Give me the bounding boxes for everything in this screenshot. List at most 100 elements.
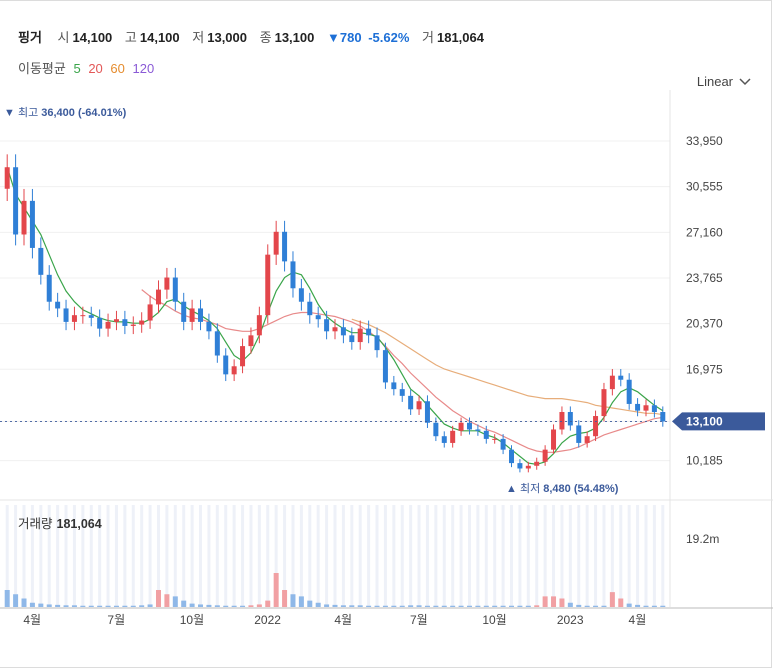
x-tick-label: 10월 xyxy=(482,613,506,627)
candle-body xyxy=(46,274,52,302)
min-annotation: ▲ 최저 8,480 (54.48%) xyxy=(506,482,619,495)
annotations: ▼ 최고 36,400 (-64.01%) ▲ 최저 8,480 (54.48%) xyxy=(4,106,619,495)
candle-body xyxy=(198,308,204,322)
y-tick-label: 16,975 xyxy=(686,362,723,376)
moving-average-label: 이동평균 xyxy=(18,61,66,76)
high-value: 14,100 xyxy=(139,30,180,45)
candle-body xyxy=(492,438,498,440)
volume-bar xyxy=(55,604,61,607)
candle-body xyxy=(38,247,44,275)
y-tick-label: 30,555 xyxy=(686,180,723,194)
candle-body xyxy=(147,304,153,321)
candle-body xyxy=(97,317,103,329)
volume-bar xyxy=(450,605,456,607)
candle-body xyxy=(374,335,380,351)
volume-bar xyxy=(534,605,540,607)
candle-body xyxy=(593,416,599,437)
volume-bar xyxy=(105,605,111,607)
ma-20[interactable]: 20 xyxy=(88,61,103,76)
candle-body xyxy=(240,346,246,367)
candle-body xyxy=(155,289,161,305)
volume-bar xyxy=(433,605,439,607)
candle-body xyxy=(635,403,641,411)
candle-body xyxy=(164,277,170,290)
volume-bar xyxy=(240,605,246,607)
scale-selector-label: Linear xyxy=(696,74,733,89)
volume-bar xyxy=(307,600,313,607)
ma60-path xyxy=(351,318,663,416)
y-tick-label: 27,160 xyxy=(686,225,723,239)
candle-body xyxy=(21,200,27,235)
volume-bar xyxy=(374,605,380,607)
candle-body xyxy=(391,382,397,390)
ma-60[interactable]: 60 xyxy=(110,61,125,76)
volume-bar xyxy=(155,590,161,607)
candle-body xyxy=(475,429,481,431)
open-label: 시 xyxy=(57,30,70,45)
high-label: 고 xyxy=(124,30,137,45)
scale-selector[interactable]: Linear xyxy=(697,74,751,89)
candle-body xyxy=(315,315,321,320)
candle-body xyxy=(626,379,632,404)
volume-bar xyxy=(517,605,523,607)
candle-body xyxy=(551,429,557,450)
volume-bar xyxy=(231,605,237,607)
volume-panel-label: 거래량 xyxy=(18,517,53,531)
ma-5[interactable]: 5 xyxy=(73,61,81,76)
y-tick-label: 10,185 xyxy=(686,454,723,468)
volume-bar xyxy=(492,605,498,607)
x-tick-label: 2023 xyxy=(557,613,584,627)
volume-bars: 19.2m xyxy=(4,532,719,607)
volume-bar xyxy=(223,605,229,607)
x-tick-label: 4월 xyxy=(23,613,41,627)
ma-120[interactable]: 120 xyxy=(132,61,155,76)
volume-bar xyxy=(660,605,666,607)
candle-body xyxy=(601,389,607,417)
ma5-line xyxy=(6,167,664,466)
candle-body xyxy=(273,231,279,255)
volume-panel-title: 거래량 181,064 xyxy=(18,513,102,532)
candle-body xyxy=(206,321,212,332)
candle-body xyxy=(349,335,355,343)
volume-bar xyxy=(189,603,195,607)
x-tick-label: 4월 xyxy=(629,613,647,627)
candle-body xyxy=(660,412,666,422)
candle-body xyxy=(576,425,582,443)
candle-body xyxy=(458,422,464,431)
candle-body xyxy=(324,319,330,332)
candle-body xyxy=(71,315,77,322)
volume-bar xyxy=(643,605,649,607)
volume-bar xyxy=(21,598,27,607)
volume-bar xyxy=(198,604,204,607)
candle-body xyxy=(29,200,35,248)
candle-body xyxy=(290,261,296,289)
candle-body xyxy=(534,461,540,466)
candle-body xyxy=(181,301,187,322)
volume-bar xyxy=(4,590,10,607)
candle-body xyxy=(441,436,447,443)
x-tick-label: 7월 xyxy=(410,613,428,627)
candle-body xyxy=(466,422,472,430)
candle-body xyxy=(382,350,388,383)
candle-body xyxy=(340,327,346,336)
volume-bar xyxy=(601,605,607,607)
volume-bar xyxy=(349,605,355,607)
y-tick-label: 20,370 xyxy=(686,317,723,331)
volume-bar xyxy=(248,605,254,607)
candle-body xyxy=(130,324,136,326)
volume-bar xyxy=(113,605,119,607)
candle-body xyxy=(298,288,304,302)
current-price-tag xyxy=(672,412,765,431)
volume-bar xyxy=(97,605,103,607)
ma20-path xyxy=(141,289,663,453)
volume-bar xyxy=(483,605,489,607)
volume-bar xyxy=(71,605,77,607)
low-label: 저 xyxy=(192,30,205,45)
candle-body xyxy=(172,277,178,302)
volume-bar xyxy=(38,603,44,607)
candle-body xyxy=(609,375,615,390)
candle-body xyxy=(618,375,624,380)
candle-body xyxy=(357,328,363,343)
volume-bar xyxy=(282,590,288,607)
